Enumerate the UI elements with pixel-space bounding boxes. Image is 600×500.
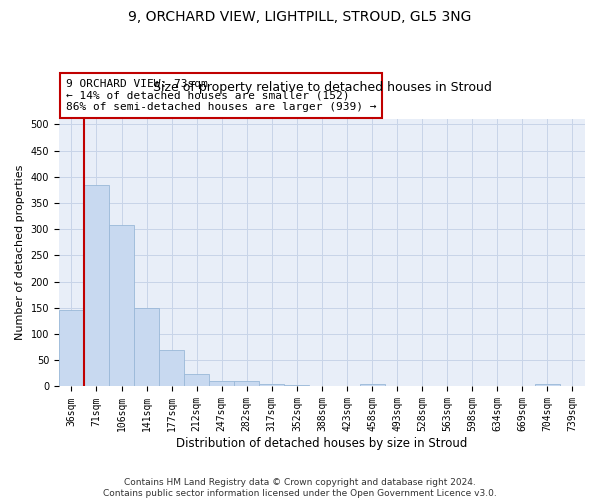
Title: Size of property relative to detached houses in Stroud: Size of property relative to detached ho… [152, 82, 491, 94]
Text: Contains HM Land Registry data © Crown copyright and database right 2024.
Contai: Contains HM Land Registry data © Crown c… [103, 478, 497, 498]
Bar [134, 308, 159, 386]
Bar [359, 384, 385, 386]
Bar [535, 384, 560, 386]
Y-axis label: Number of detached properties: Number of detached properties [15, 165, 25, 340]
Bar [184, 374, 209, 386]
Bar [109, 225, 134, 386]
X-axis label: Distribution of detached houses by size in Stroud: Distribution of detached houses by size … [176, 437, 467, 450]
Bar [59, 310, 84, 386]
Bar [159, 350, 184, 387]
Bar [234, 381, 259, 386]
Text: 9, ORCHARD VIEW, LIGHTPILL, STROUD, GL5 3NG: 9, ORCHARD VIEW, LIGHTPILL, STROUD, GL5 … [128, 10, 472, 24]
Text: 9 ORCHARD VIEW: 73sqm
← 14% of detached houses are smaller (152)
86% of semi-det: 9 ORCHARD VIEW: 73sqm ← 14% of detached … [66, 79, 376, 112]
Bar [284, 385, 310, 386]
Bar [259, 384, 284, 386]
Bar [84, 184, 109, 386]
Bar [209, 381, 234, 386]
